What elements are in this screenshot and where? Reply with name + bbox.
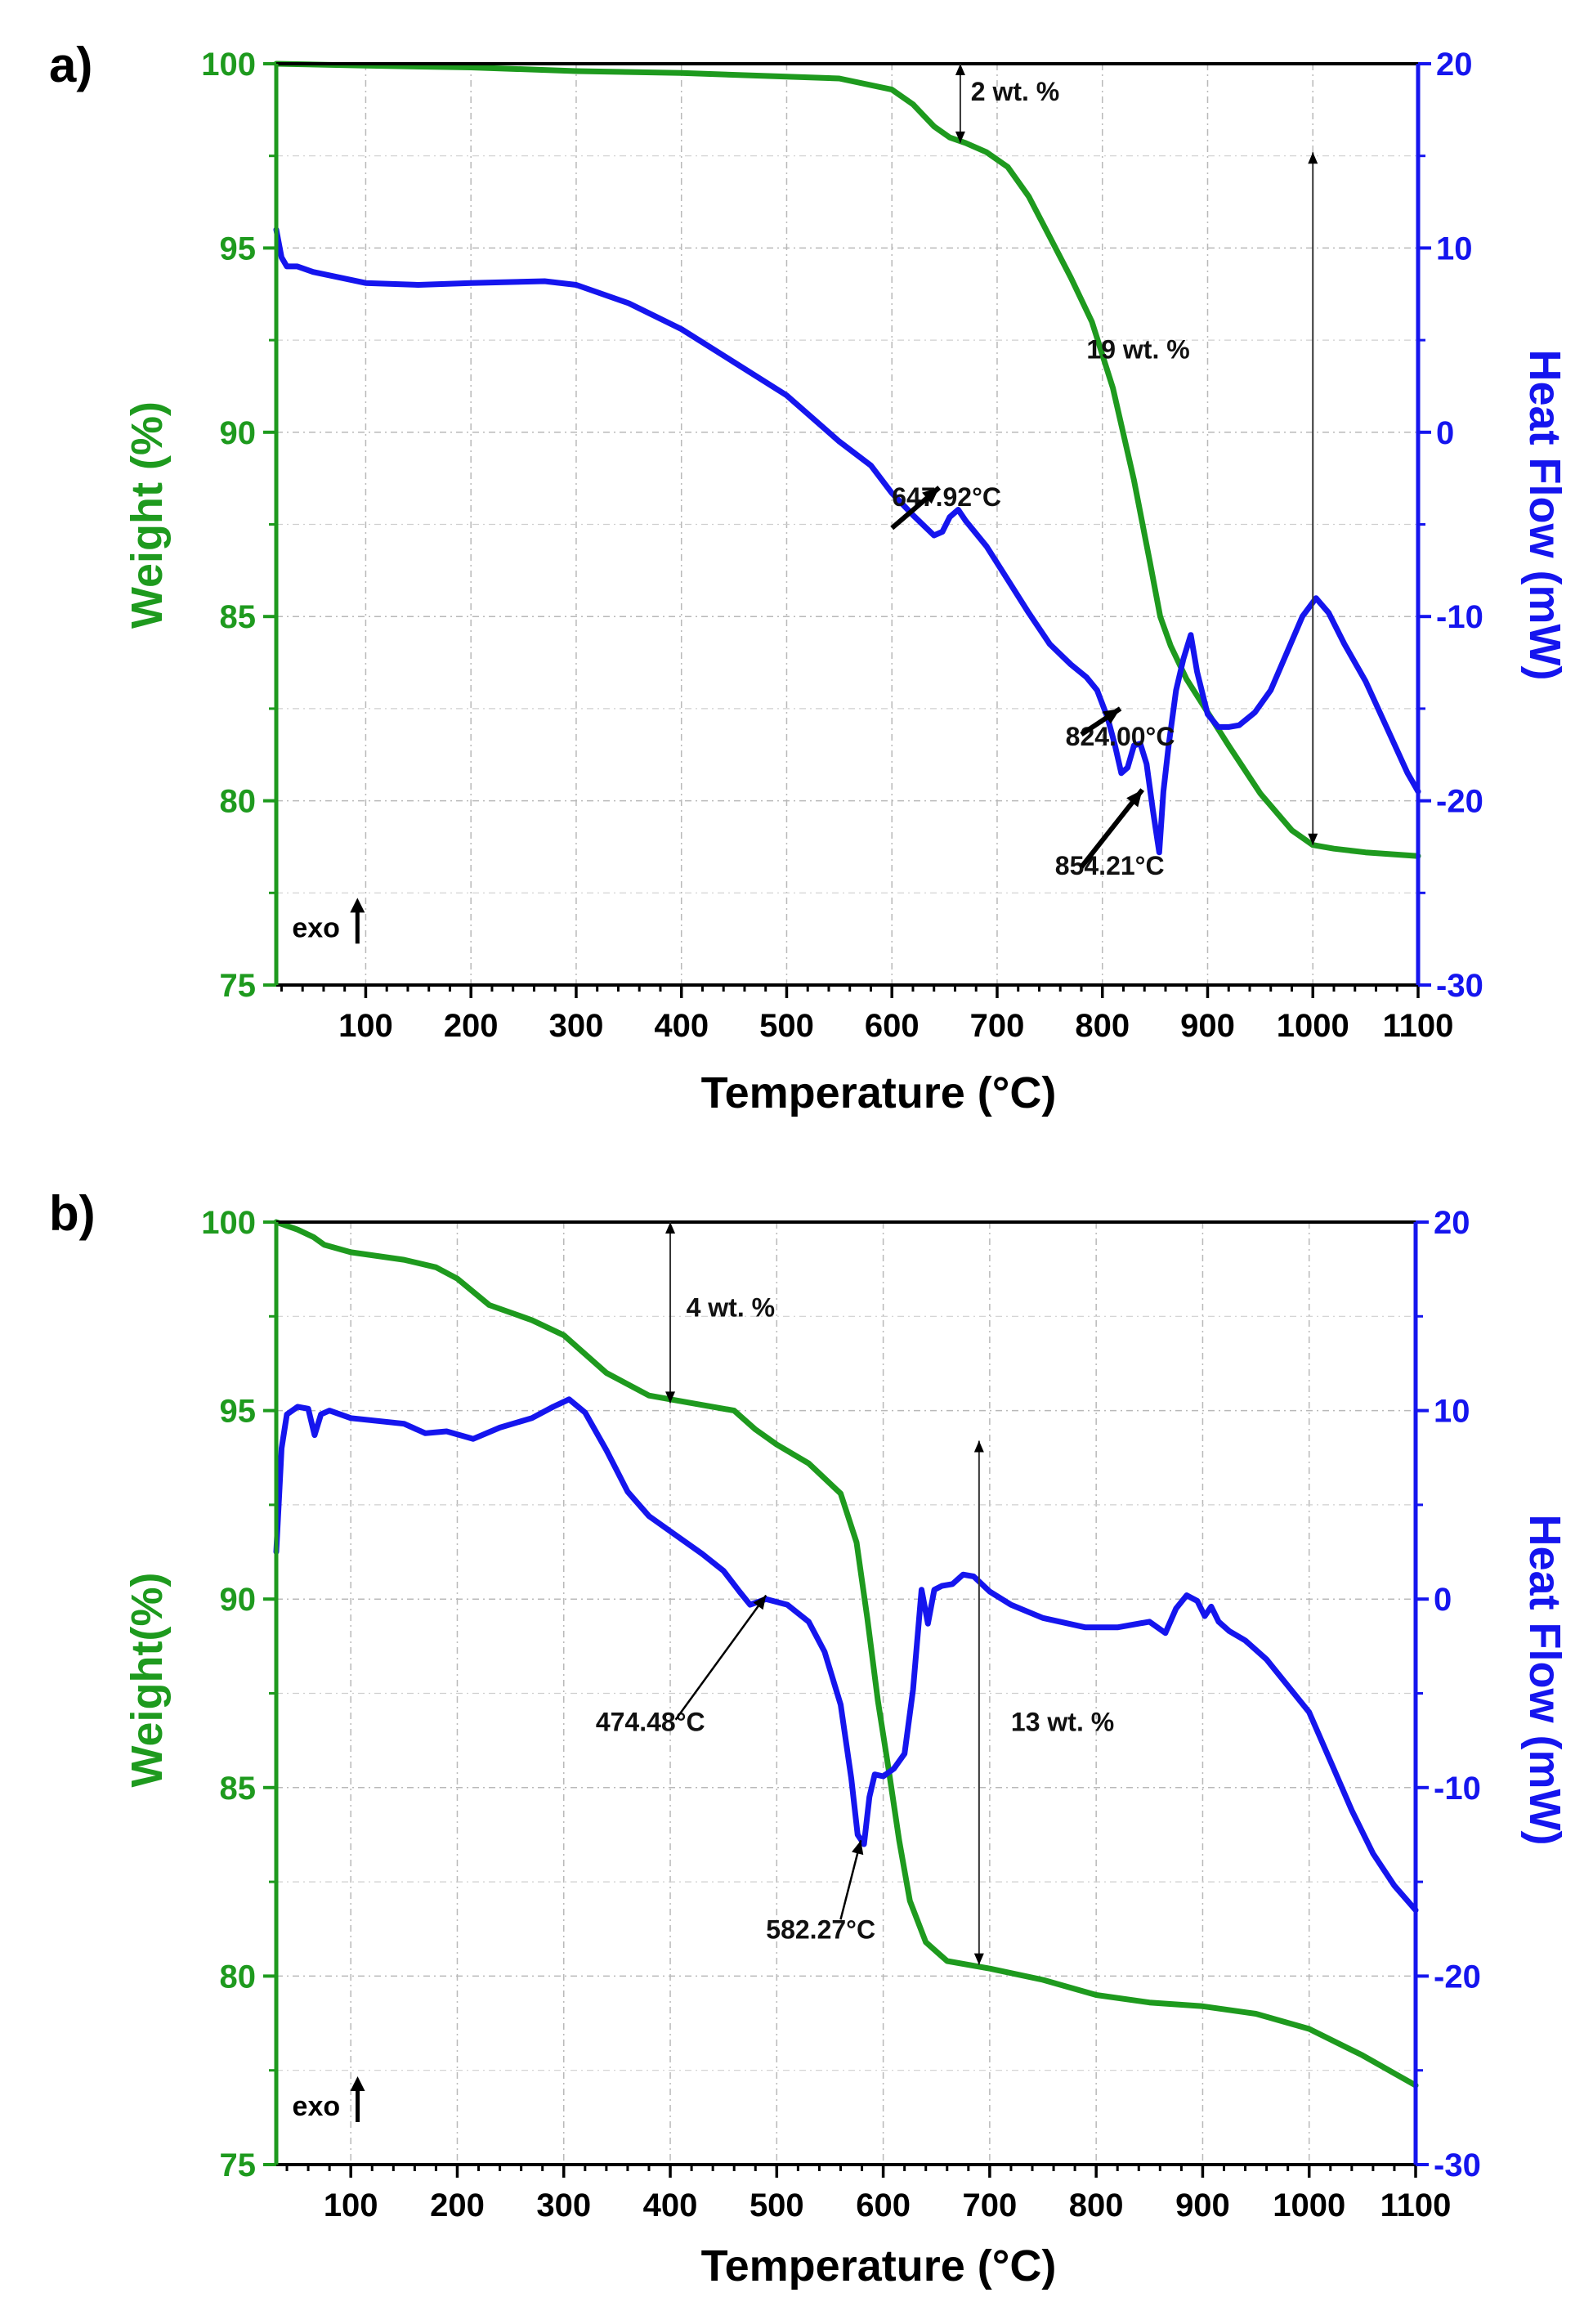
y-axis-label-right-a: Heat Flow (mW) [1520, 350, 1569, 681]
y-right-tick-label: 10 [1434, 1394, 1470, 1430]
y-right-tick-label: -20 [1436, 784, 1483, 820]
series-a [273, 60, 1421, 859]
annotation-arrow [839, 1840, 864, 1920]
series-line-heat-flow [273, 226, 1421, 856]
y-left-tick-label: 90 [220, 415, 257, 451]
annotation-double-arrow [973, 1440, 984, 1965]
x-tick-label: 500 [759, 1008, 814, 1044]
axes-a: 100 200 300 400 500 600 700 800 900 1000 110075808… [201, 47, 1483, 1044]
y-left-tick-label: 95 [220, 1394, 257, 1430]
y-left-tick-label: 100 [201, 47, 256, 83]
x-tick-label: 600 [865, 1008, 920, 1044]
annotation-label: 2 wt. % [971, 77, 1059, 106]
series-b [273, 1219, 1419, 2089]
annotation-exo: exo [292, 912, 340, 943]
annotation-label: 824.00°C [1066, 722, 1175, 751]
annotations-a: 2 wt. % 19 wt. % 647.92°C 824.00°C 854.21°C e… [292, 64, 1318, 944]
annotation-arrow [1080, 706, 1122, 737]
annotation-exo: exo [293, 2091, 341, 2122]
x-tick-label: 200 [430, 2187, 485, 2223]
annotation-label: 19 wt. % [1086, 335, 1189, 365]
axes-b: 100 200 300 400 500 600 700 800 900 1000 110075808… [201, 1205, 1481, 2223]
y-axis-label-left-b: Weight(%) [123, 1573, 172, 1788]
y-left-tick-label: 90 [220, 1582, 257, 1618]
x-tick-label: 200 [444, 1008, 499, 1044]
annotation-label: 647.92°C [892, 482, 1001, 512]
x-tick-label: 300 [536, 2187, 591, 2223]
y-left-tick-label: 75 [220, 968, 257, 1004]
annotation-double-arrow [1308, 152, 1318, 845]
y-axis-label-left-a: Weight (%) [123, 401, 172, 629]
x-tick-label: 1100 [1380, 2187, 1452, 2223]
y-left-tick-label: 95 [220, 231, 257, 266]
x-tick-label: 1000 [1273, 2187, 1345, 2223]
y-right-tick-label: 20 [1436, 47, 1473, 83]
series-line-weight [273, 60, 1421, 859]
panel-label-a: a) [49, 38, 92, 92]
x-axis-label-a: Temperature (°C) [701, 1068, 1057, 1117]
x-tick-label: 400 [643, 2187, 698, 2223]
y-right-tick-label: -20 [1434, 1959, 1481, 1995]
annotation-label: 854.21°C [1055, 851, 1165, 880]
x-tick-label: 800 [1069, 2187, 1124, 2223]
series-line-heat-flow [273, 1396, 1419, 1914]
exo-arrow-icon [350, 898, 365, 944]
series-line-weight [273, 1219, 1419, 2089]
annotation-arrow [674, 1594, 767, 1721]
panel-label-b: b) [49, 1186, 96, 1241]
annotation-label: 582.27°C [766, 1914, 875, 1944]
x-tick-label: 100 [338, 1008, 393, 1044]
x-tick-label: 700 [970, 1008, 1025, 1044]
x-tick-label: 900 [1180, 1008, 1235, 1044]
y-right-tick-label: 10 [1436, 231, 1473, 266]
y-right-tick-label: -30 [1436, 968, 1483, 1004]
annotation-label: 4 wt. % [687, 1292, 775, 1322]
x-tick-label: 500 [750, 2187, 804, 2223]
exo-arrow-icon [350, 2076, 365, 2123]
x-axis-label-b: Temperature (°C) [701, 2241, 1057, 2290]
x-tick-label: 400 [654, 1008, 709, 1044]
annotation-arrow [890, 486, 942, 531]
y-right-tick-label: -10 [1436, 599, 1483, 635]
x-tick-label: 700 [963, 2187, 1018, 2223]
y-left-tick-label: 85 [220, 599, 257, 635]
y-right-tick-label: 0 [1434, 1582, 1452, 1618]
y-left-tick-label: 75 [220, 2147, 257, 2183]
y-right-tick-label: 20 [1434, 1205, 1470, 1241]
x-tick-label: 300 [549, 1008, 604, 1044]
y-left-tick-label: 80 [220, 784, 257, 820]
x-tick-label: 900 [1175, 2187, 1230, 2223]
annotation-label: 13 wt. % [1011, 1708, 1114, 1737]
y-right-tick-label: -10 [1434, 1771, 1481, 1807]
x-tick-label: 600 [856, 2187, 911, 2223]
y-right-tick-label: -30 [1434, 2147, 1481, 2183]
panel-b: b) 100 200 300 400 500 600 700 800 900 1000 110075… [49, 1186, 1569, 2290]
y-left-tick-label: 100 [201, 1205, 256, 1241]
annotation-double-arrow [665, 1222, 676, 1404]
x-tick-label: 1100 [1383, 1008, 1454, 1044]
x-tick-label: 800 [1075, 1008, 1130, 1044]
x-tick-label: 1000 [1277, 1008, 1349, 1044]
annotations-b: 4 wt. % 13 wt. % 474.48°C 582.27°C exo [293, 1222, 1114, 2123]
grid-a [276, 63, 1419, 986]
annotation-arrow [1079, 788, 1145, 869]
x-tick-label: 100 [324, 2187, 378, 2223]
y-left-tick-label: 80 [220, 1959, 257, 1995]
y-left-tick-label: 85 [220, 1771, 257, 1807]
y-right-tick-label: 0 [1436, 415, 1454, 451]
annotation-double-arrow [955, 64, 965, 143]
y-axis-label-right-b: Heat Flow (mW) [1520, 1515, 1569, 1846]
annotation-label: 474.48°C [596, 1708, 705, 1737]
panel-a: a) 100 200 300 400 500 600 700 800 900 1000 110075… [49, 38, 1569, 1117]
grid-b [276, 1221, 1416, 2165]
